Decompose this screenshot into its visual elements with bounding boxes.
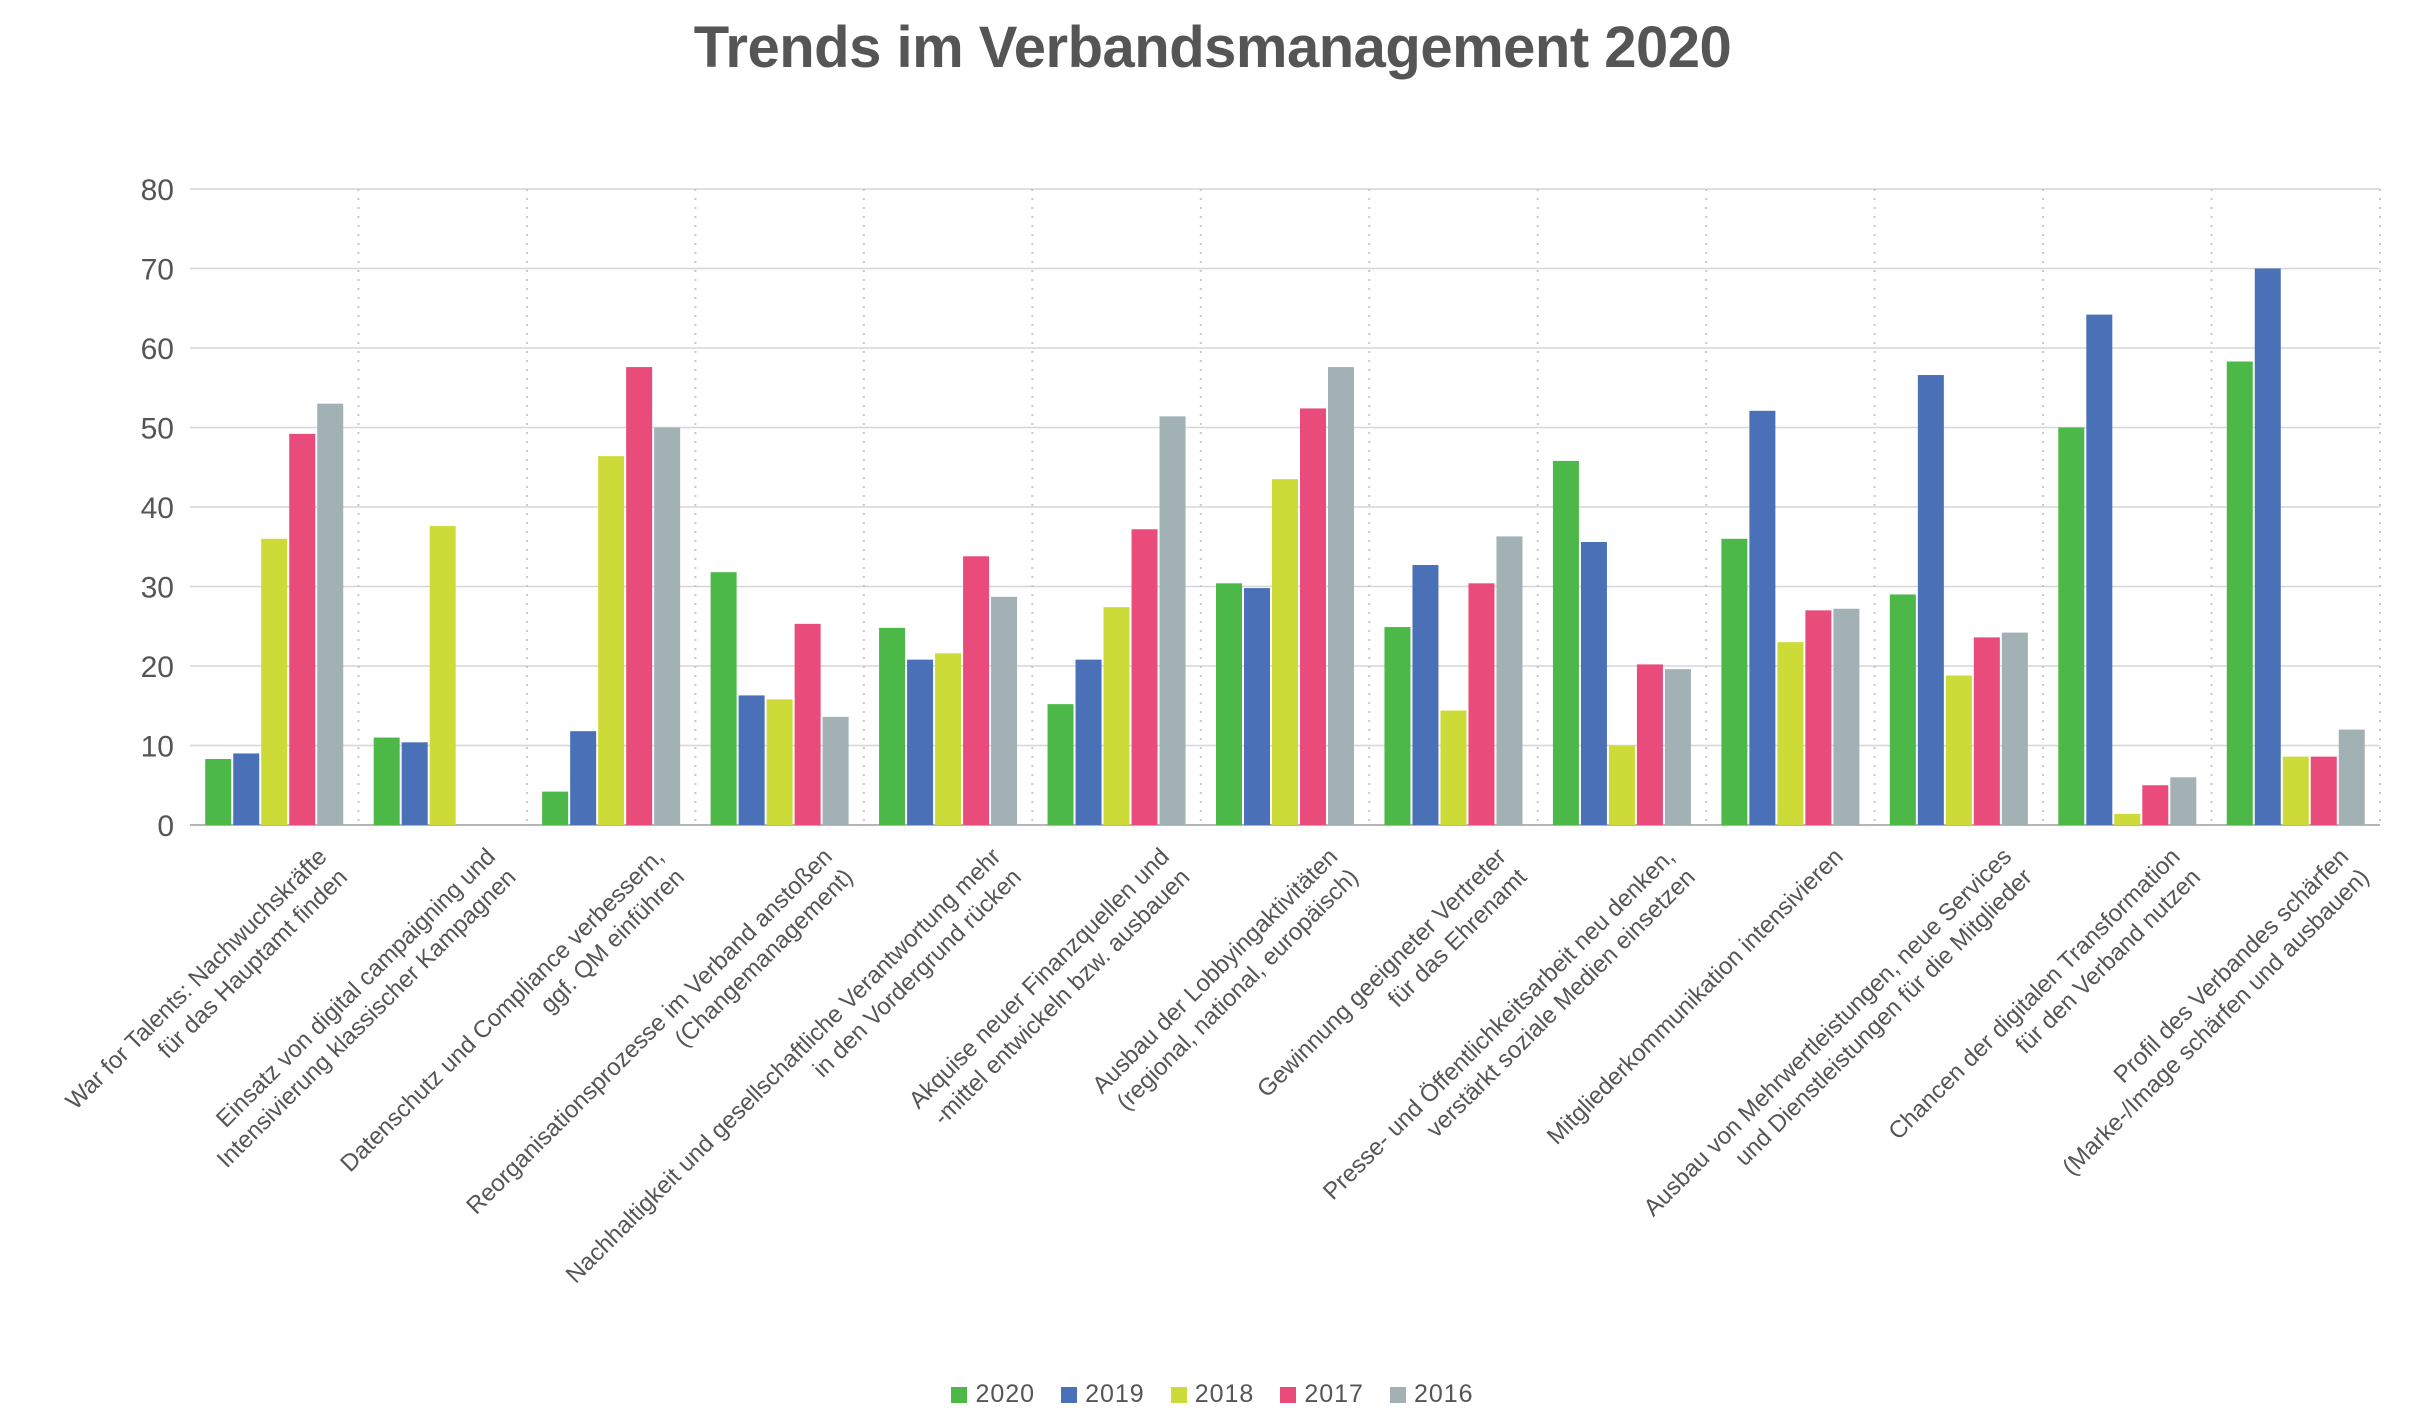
bar-2017: [963, 556, 990, 825]
bar-2020: [205, 759, 232, 825]
x-tick-label: Datenschutz und Compliance verbessern,gg…: [335, 843, 690, 1198]
bar-2019: [1412, 565, 1439, 825]
bar-2017: [1973, 637, 2000, 825]
bar-2016: [317, 403, 344, 825]
bar-2019: [233, 753, 260, 825]
bar-2020: [1721, 538, 1748, 825]
bar-2016: [1496, 536, 1523, 825]
x-tick-label: Chancen der digitalen Transformationfür …: [1883, 843, 2206, 1166]
legend-label: 2020: [975, 1380, 1036, 1408]
legend: 2020 2019 2018 2017 2016: [0, 1380, 2425, 1409]
bar-2020: [1889, 594, 1916, 825]
bar-2020: [879, 627, 906, 825]
bar-2020: [710, 572, 737, 825]
bar-2019: [1244, 588, 1270, 825]
bar-2016: [2338, 729, 2365, 825]
y-tick-label: 50: [141, 413, 174, 446]
bar-2020: [2226, 361, 2253, 825]
bar-2019: [907, 659, 934, 825]
bar-2017: [1636, 664, 1663, 825]
bar-2020: [1047, 704, 1074, 825]
bar-2017: [1131, 529, 1158, 825]
bar-2017: [794, 623, 821, 825]
legend-item-2016: 2016: [1389, 1380, 1474, 1409]
legend-swatch: [1389, 1386, 1406, 1403]
legend-label: 2016: [1413, 1380, 1474, 1408]
bar-2018: [1608, 745, 1635, 825]
bar-2016: [1833, 608, 1860, 825]
x-tick-label-line: Ausbau von Mehrwertleistungen, neue Serv…: [1639, 843, 2018, 1222]
bar-2019: [2086, 314, 2113, 825]
bar-2020: [1384, 627, 1411, 825]
bar-2018: [1103, 607, 1130, 825]
legend-item-2019: 2019: [1061, 1380, 1145, 1409]
bar-2018: [935, 653, 962, 825]
bar-2016: [2170, 777, 2197, 825]
legend-item-2017: 2017: [1280, 1380, 1364, 1409]
bar-2018: [766, 699, 793, 825]
bar-2019: [401, 742, 428, 825]
y-tick-label: 20: [141, 651, 174, 684]
bar-2018: [2114, 813, 2141, 825]
bar-2019: [1749, 410, 1776, 825]
bar-2020: [2058, 427, 2085, 825]
bar-2020: [373, 737, 400, 825]
bar-2016: [1328, 367, 1354, 825]
x-tick-label: Einsatz von digital campaigning undInten…: [191, 843, 521, 1173]
bar-2016: [654, 427, 681, 825]
bar-2018: [1777, 642, 1804, 825]
bar-2020: [1216, 583, 1242, 825]
y-tick-label: 10: [141, 731, 174, 764]
bar-2019: [738, 695, 765, 825]
y-tick-label: 0: [157, 810, 174, 843]
x-tick-label-line: Einsatz von digital campaigning und: [211, 843, 501, 1133]
legend-label: 2019: [1085, 1380, 1145, 1408]
y-tick-label: 80: [141, 174, 174, 207]
bar-2020: [542, 791, 569, 825]
bar-2016: [991, 596, 1018, 825]
bar-2018: [261, 538, 288, 825]
legend-swatch: [1280, 1386, 1297, 1403]
chart-title: Trends im Verbandsmanagement 2020: [693, 15, 1732, 80]
legend-item-2020: 2020: [951, 1380, 1035, 1409]
x-tick-label: Profil des Verbandes schärfen(Marke-/Ima…: [2037, 843, 2375, 1181]
bar-2018: [2282, 756, 2309, 825]
bar-2019: [2254, 268, 2281, 825]
bar-2017: [1300, 408, 1326, 825]
bar-2017: [626, 367, 653, 825]
bar-2016: [2001, 632, 2028, 825]
y-tick-label: 30: [141, 572, 174, 605]
legend-label: 2018: [1194, 1380, 1255, 1408]
bar-2017: [2310, 756, 2337, 825]
legend-swatch: [951, 1386, 968, 1403]
legend-swatch: [1170, 1386, 1187, 1403]
bar-2019: [1917, 375, 1944, 825]
bar-2020: [1552, 460, 1579, 825]
bar-2017: [1805, 610, 1832, 825]
bar-2016: [1664, 669, 1691, 825]
bar-2017: [2142, 785, 2169, 825]
bar-2018: [598, 456, 625, 825]
bar-2017: [289, 433, 316, 825]
bar-2018: [429, 526, 456, 825]
y-tick-label: 40: [141, 492, 174, 525]
legend-label: 2017: [1304, 1380, 1364, 1408]
legend-swatch: [1061, 1386, 1078, 1403]
bar-2019: [1075, 659, 1102, 825]
y-tick-label: 60: [141, 333, 174, 366]
legend-item-2018: 2018: [1170, 1380, 1255, 1409]
bar-2018: [1945, 675, 1972, 825]
bar-2019: [1580, 541, 1607, 825]
bar-2018: [1440, 710, 1467, 825]
bar-2019: [570, 731, 597, 825]
bar-2016: [822, 716, 849, 825]
bar-2017: [1468, 583, 1495, 825]
y-tick-label: 70: [141, 254, 174, 287]
bar-2018: [1272, 479, 1298, 825]
bar-2016: [1159, 416, 1186, 825]
